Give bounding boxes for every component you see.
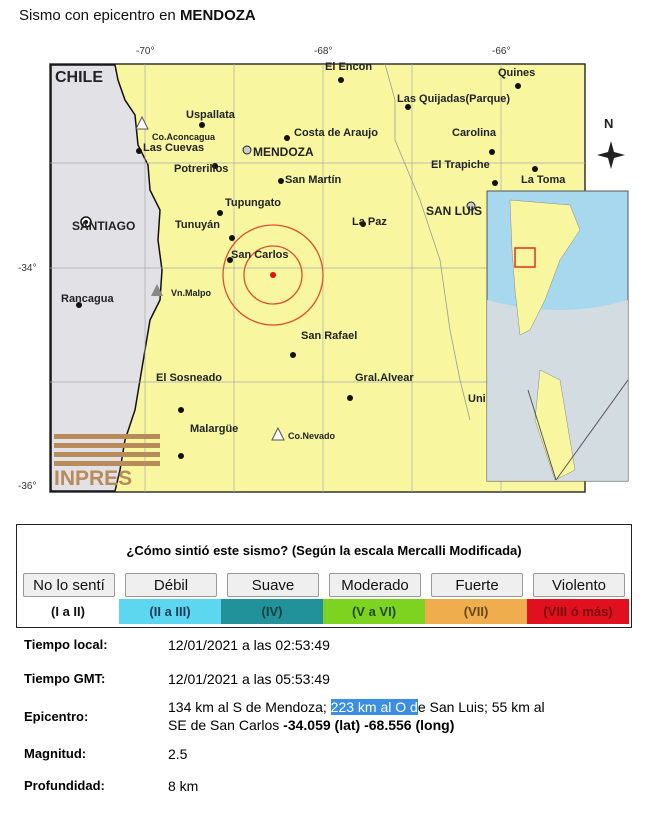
place-label: Tupungato <box>225 197 281 209</box>
intensity-level: (I a II) <box>17 599 119 624</box>
place-label: El Sosneado <box>156 372 223 384</box>
place-label: Las Quijadas(Parque) <box>397 93 511 105</box>
intensity-button[interactable]: Débil <box>125 573 217 597</box>
gmt-time-value: 12/01/2021 a las 05:53:49 <box>168 671 330 687</box>
intensity-button[interactable]: No lo sentí <box>23 573 115 597</box>
place-label: San Martín <box>285 174 342 186</box>
place-label: Malargüe <box>190 423 239 435</box>
place-label: Co.Nevado <box>288 431 336 441</box>
lat-tick: -36° <box>18 481 37 492</box>
place-label: El Encon <box>325 61 373 73</box>
intensity-level: (VII) <box>425 599 527 624</box>
place-label: Uni <box>468 393 486 405</box>
lat-tick: -34° <box>18 263 37 274</box>
lon-tick: -68° <box>314 46 333 57</box>
intensity-button[interactable]: Suave <box>227 573 319 597</box>
intensity-level: (IV) <box>221 599 323 624</box>
inset-map <box>486 190 629 482</box>
intensity-level: (VIII ó más) <box>527 599 629 624</box>
epicenter-rings <box>222 224 324 326</box>
place-label: Quines <box>498 67 536 79</box>
intensity-survey: ¿Cómo sintió este sismo? (Según la escal… <box>16 524 632 628</box>
north-label: N <box>604 116 614 131</box>
place-label: Tunuyán <box>175 219 221 231</box>
inpres-logo <box>54 434 160 466</box>
local-time-label: Tiempo local: <box>24 637 108 652</box>
depth-label: Profundidad: <box>24 778 105 793</box>
place-label: Gral.Alvear <box>355 372 414 384</box>
intensity-button[interactable]: Fuerte <box>431 573 523 597</box>
place-label: La Toma <box>521 174 566 186</box>
place-label: Carolina <box>452 127 497 139</box>
country-label: CHILE <box>55 69 103 86</box>
place-label: Vn.Malpo <box>171 288 211 298</box>
place-label: Rancagua <box>61 293 114 305</box>
epicenter-label: Epicentro: <box>24 709 89 724</box>
place-label: Las Cuevas <box>143 142 205 154</box>
depth-value: 8 km <box>168 778 199 794</box>
place-label: El Trapiche <box>431 159 490 171</box>
place-label: Co.Aconcagua <box>152 132 216 142</box>
place-label: San Rafael <box>301 330 358 342</box>
magnitude-value: 2.5 <box>168 746 188 762</box>
lon-tick: -66° <box>492 46 511 57</box>
compass-north-icon <box>597 141 625 169</box>
magnitude-label: Magnitud: <box>24 746 87 761</box>
intensity-button[interactable]: Moderado <box>329 573 421 597</box>
place-label: SANTIAGO <box>72 219 136 233</box>
local-time-value: 12/01/2021 a las 02:53:49 <box>168 637 330 653</box>
page-title: Sismo con epicentro en MENDOZA <box>19 7 256 24</box>
place-label: MENDOZA <box>253 145 314 159</box>
place-label: SAN LUIS <box>426 204 483 218</box>
intensity-button[interactable]: Violento <box>533 573 625 597</box>
place-label: San Carlos <box>231 249 289 261</box>
survey-question: ¿Cómo sintió este sismo? (Según la escal… <box>126 543 522 558</box>
place-label: La Paz <box>352 216 387 228</box>
epicenter-map: -70° -68° -66° -34° -36° CHILE N INPRES … <box>18 46 629 493</box>
place-label: Potrerillos <box>174 163 229 175</box>
intensity-level: (II a III) <box>119 599 221 624</box>
lon-tick: -70° <box>136 46 155 57</box>
logo-text: INPRES <box>54 467 133 490</box>
gmt-time-label: Tiempo GMT: <box>24 671 106 686</box>
epicenter-value: 134 km al S de Mendoza; 223 km al O de S… <box>168 699 545 733</box>
intensity-level: (V a VI) <box>323 599 425 624</box>
place-label: Costa de Araujo <box>294 127 378 139</box>
place-label: Uspallata <box>186 109 235 121</box>
